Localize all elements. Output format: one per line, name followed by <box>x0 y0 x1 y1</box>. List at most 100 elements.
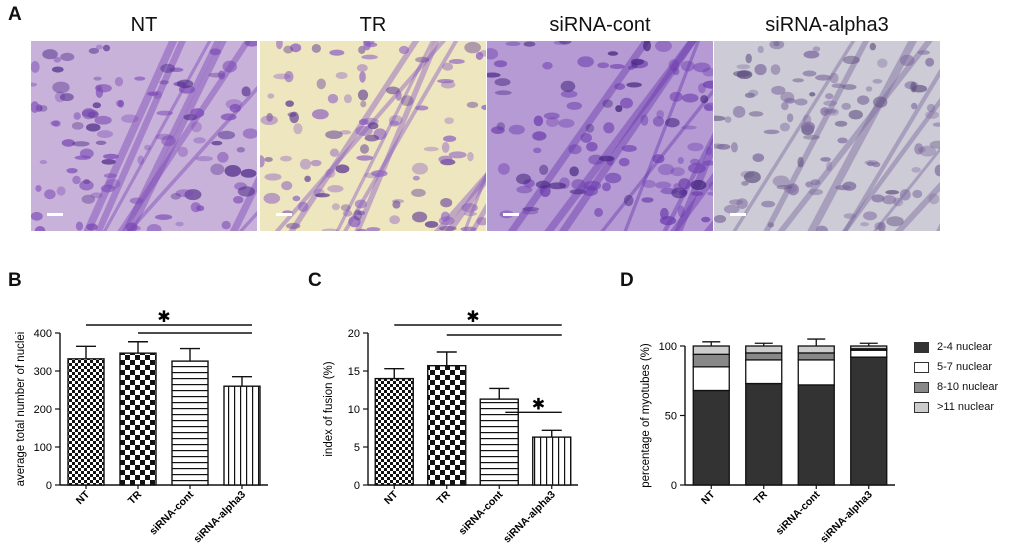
cell-nucleus <box>630 58 644 66</box>
cell-nucleus <box>81 109 99 118</box>
cell-nucleus <box>494 78 511 87</box>
cell-nucleus <box>801 121 815 132</box>
cell-nucleus <box>161 135 176 147</box>
cell-nucleus <box>56 186 66 196</box>
cell-nucleus <box>292 195 301 202</box>
y-tick-label: 100 <box>659 341 677 353</box>
cell-nucleus <box>240 168 257 178</box>
cell-nucleus <box>85 123 101 132</box>
cell-nucleus <box>71 121 84 130</box>
cell-nucleus <box>423 146 439 152</box>
cell-nucleus <box>159 80 170 85</box>
myotube-fiber <box>83 41 178 231</box>
cell-nucleus <box>820 157 831 162</box>
cell-nucleus <box>94 115 112 125</box>
micrograph-texture <box>260 41 486 231</box>
cell-nucleus <box>835 184 851 191</box>
y-tick-label: 10 <box>348 404 360 416</box>
cell-nucleus <box>284 71 294 83</box>
cell-nucleus <box>66 167 78 174</box>
cell-nucleus <box>678 178 691 190</box>
cell-nucleus <box>273 73 291 80</box>
cell-nucleus <box>522 209 539 215</box>
cell-nucleus <box>285 100 294 107</box>
cell-nucleus <box>103 173 118 179</box>
cell-nucleus <box>389 215 401 225</box>
cell-nucleus <box>812 46 821 52</box>
cell-nucleus <box>618 157 630 167</box>
cell-nucleus <box>362 41 375 46</box>
cell-nucleus <box>392 200 401 209</box>
cell-nucleus <box>874 222 884 231</box>
cell-nucleus <box>621 145 637 152</box>
cell-nucleus <box>371 170 388 177</box>
legend-item-8-10: 8-10 nuclear <box>914 377 998 397</box>
cell-nucleus <box>392 199 405 204</box>
y-tick-label: 5 <box>354 442 360 454</box>
cell-nucleus <box>236 147 246 153</box>
legend-label-11-plus: >11 nuclear <box>937 401 994 413</box>
myotube-fiber <box>122 41 221 231</box>
cell-nucleus <box>170 192 182 200</box>
cell-nucleus <box>311 109 329 120</box>
cell-nucleus <box>505 41 521 47</box>
cell-nucleus <box>366 227 381 231</box>
cell-nucleus <box>440 80 456 89</box>
cell-nucleus <box>872 78 883 84</box>
cell-nucleus <box>73 112 81 120</box>
cell-nucleus <box>825 93 834 100</box>
cell-nucleus <box>443 135 457 142</box>
stacked-segment <box>797 345 835 354</box>
cell-nucleus <box>781 101 789 111</box>
cell-nucleus <box>837 137 848 144</box>
stacked-segment <box>745 382 783 486</box>
cell-nucleus <box>463 211 477 216</box>
cell-nucleus <box>440 198 453 208</box>
cell-nucleus <box>264 173 282 181</box>
bar <box>479 398 519 486</box>
y-tick-label: 0 <box>46 480 52 492</box>
cell-nucleus <box>335 72 348 79</box>
cell-nucleus <box>533 147 542 154</box>
cell-nucleus <box>190 202 201 213</box>
cell-nucleus <box>786 113 794 123</box>
myotube-fiber <box>229 175 257 231</box>
cell-nucleus <box>348 216 361 228</box>
stacked-segment <box>692 353 730 368</box>
cell-nucleus <box>190 108 205 118</box>
myotube-fiber <box>434 172 486 231</box>
cell-nucleus <box>910 102 918 110</box>
cell-nucleus <box>714 214 727 223</box>
cell-nucleus <box>439 225 457 231</box>
myotube-fiber <box>842 68 940 231</box>
cell-nucleus <box>571 179 586 190</box>
cell-nucleus <box>263 192 281 204</box>
cell-nucleus <box>688 163 706 174</box>
cell-nucleus <box>568 144 582 155</box>
image-title-sirna-alpha3: siRNA-alpha3 <box>765 14 889 36</box>
cell-nucleus <box>184 189 202 201</box>
cell-nucleus <box>716 143 731 150</box>
cell-nucleus <box>424 220 439 228</box>
cell-nucleus <box>602 99 613 108</box>
cell-nucleus <box>535 180 551 189</box>
cell-nucleus <box>771 85 786 95</box>
cell-nucleus <box>934 164 940 177</box>
cell-nucleus <box>115 100 123 107</box>
cell-nucleus <box>925 57 935 67</box>
cell-nucleus <box>779 122 790 132</box>
cell-nucleus <box>325 130 343 140</box>
cell-nucleus <box>237 186 256 197</box>
cell-nucleus <box>539 164 549 175</box>
cell-nucleus <box>597 62 609 69</box>
cell-nucleus <box>146 223 162 231</box>
cell-nucleus <box>680 60 695 72</box>
cell-nucleus <box>932 122 940 127</box>
stacked-segment <box>850 345 888 350</box>
cell-nucleus <box>342 210 353 217</box>
cell-nucleus <box>481 104 486 110</box>
cell-nucleus <box>609 64 625 69</box>
cell-nucleus <box>872 161 881 168</box>
bar <box>171 360 209 486</box>
bar <box>67 358 105 486</box>
